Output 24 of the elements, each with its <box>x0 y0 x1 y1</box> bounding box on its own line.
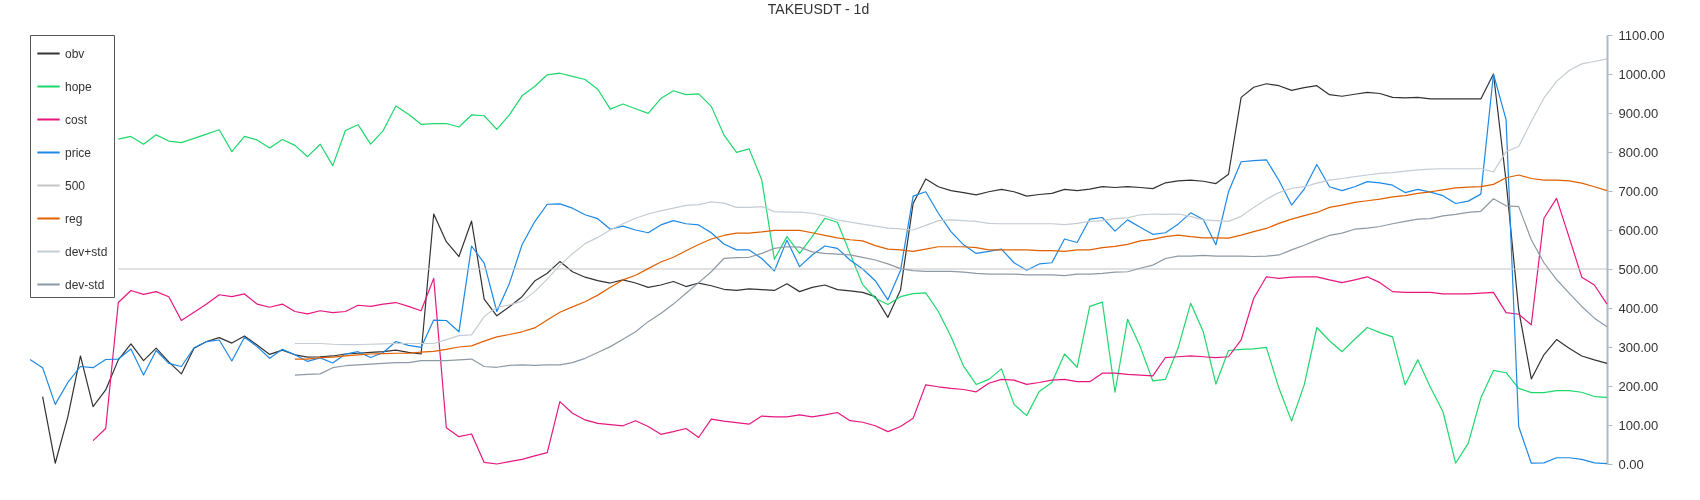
legend-label: dev-std <box>65 277 105 292</box>
y-tick-label: 200.00 <box>1618 378 1659 394</box>
line-series <box>294 174 1608 360</box>
y-tick-label: 100.00 <box>1618 417 1659 433</box>
legend-label: hope <box>65 79 93 94</box>
y-tick-label: 1000.00 <box>1618 66 1666 82</box>
legend-label: obv <box>65 46 85 61</box>
y-tick-label: 900.00 <box>1618 105 1659 121</box>
y-tick-label: 600.00 <box>1618 222 1659 238</box>
legend-label: price <box>65 145 92 160</box>
legend-label: reg <box>65 211 83 226</box>
line-series <box>294 58 1608 346</box>
y-tick-label: 1100.00 <box>1618 27 1665 43</box>
y-tick-label: 700.00 <box>1618 183 1659 199</box>
y-tick-label: 800.00 <box>1618 144 1659 160</box>
legend-label: dev+std <box>65 244 108 259</box>
y-tick-label: 500.00 <box>1618 261 1659 277</box>
chart-title: TAKEUSDT - 1d <box>767 1 870 17</box>
legend-label: 500 <box>65 178 86 193</box>
legend-label: cost <box>65 112 88 127</box>
line-series <box>294 198 1608 376</box>
y-tick-label: 300.00 <box>1618 339 1659 355</box>
y-tick-label: 400.00 <box>1618 300 1659 316</box>
y-tick-label: 0.00 <box>1618 456 1644 472</box>
